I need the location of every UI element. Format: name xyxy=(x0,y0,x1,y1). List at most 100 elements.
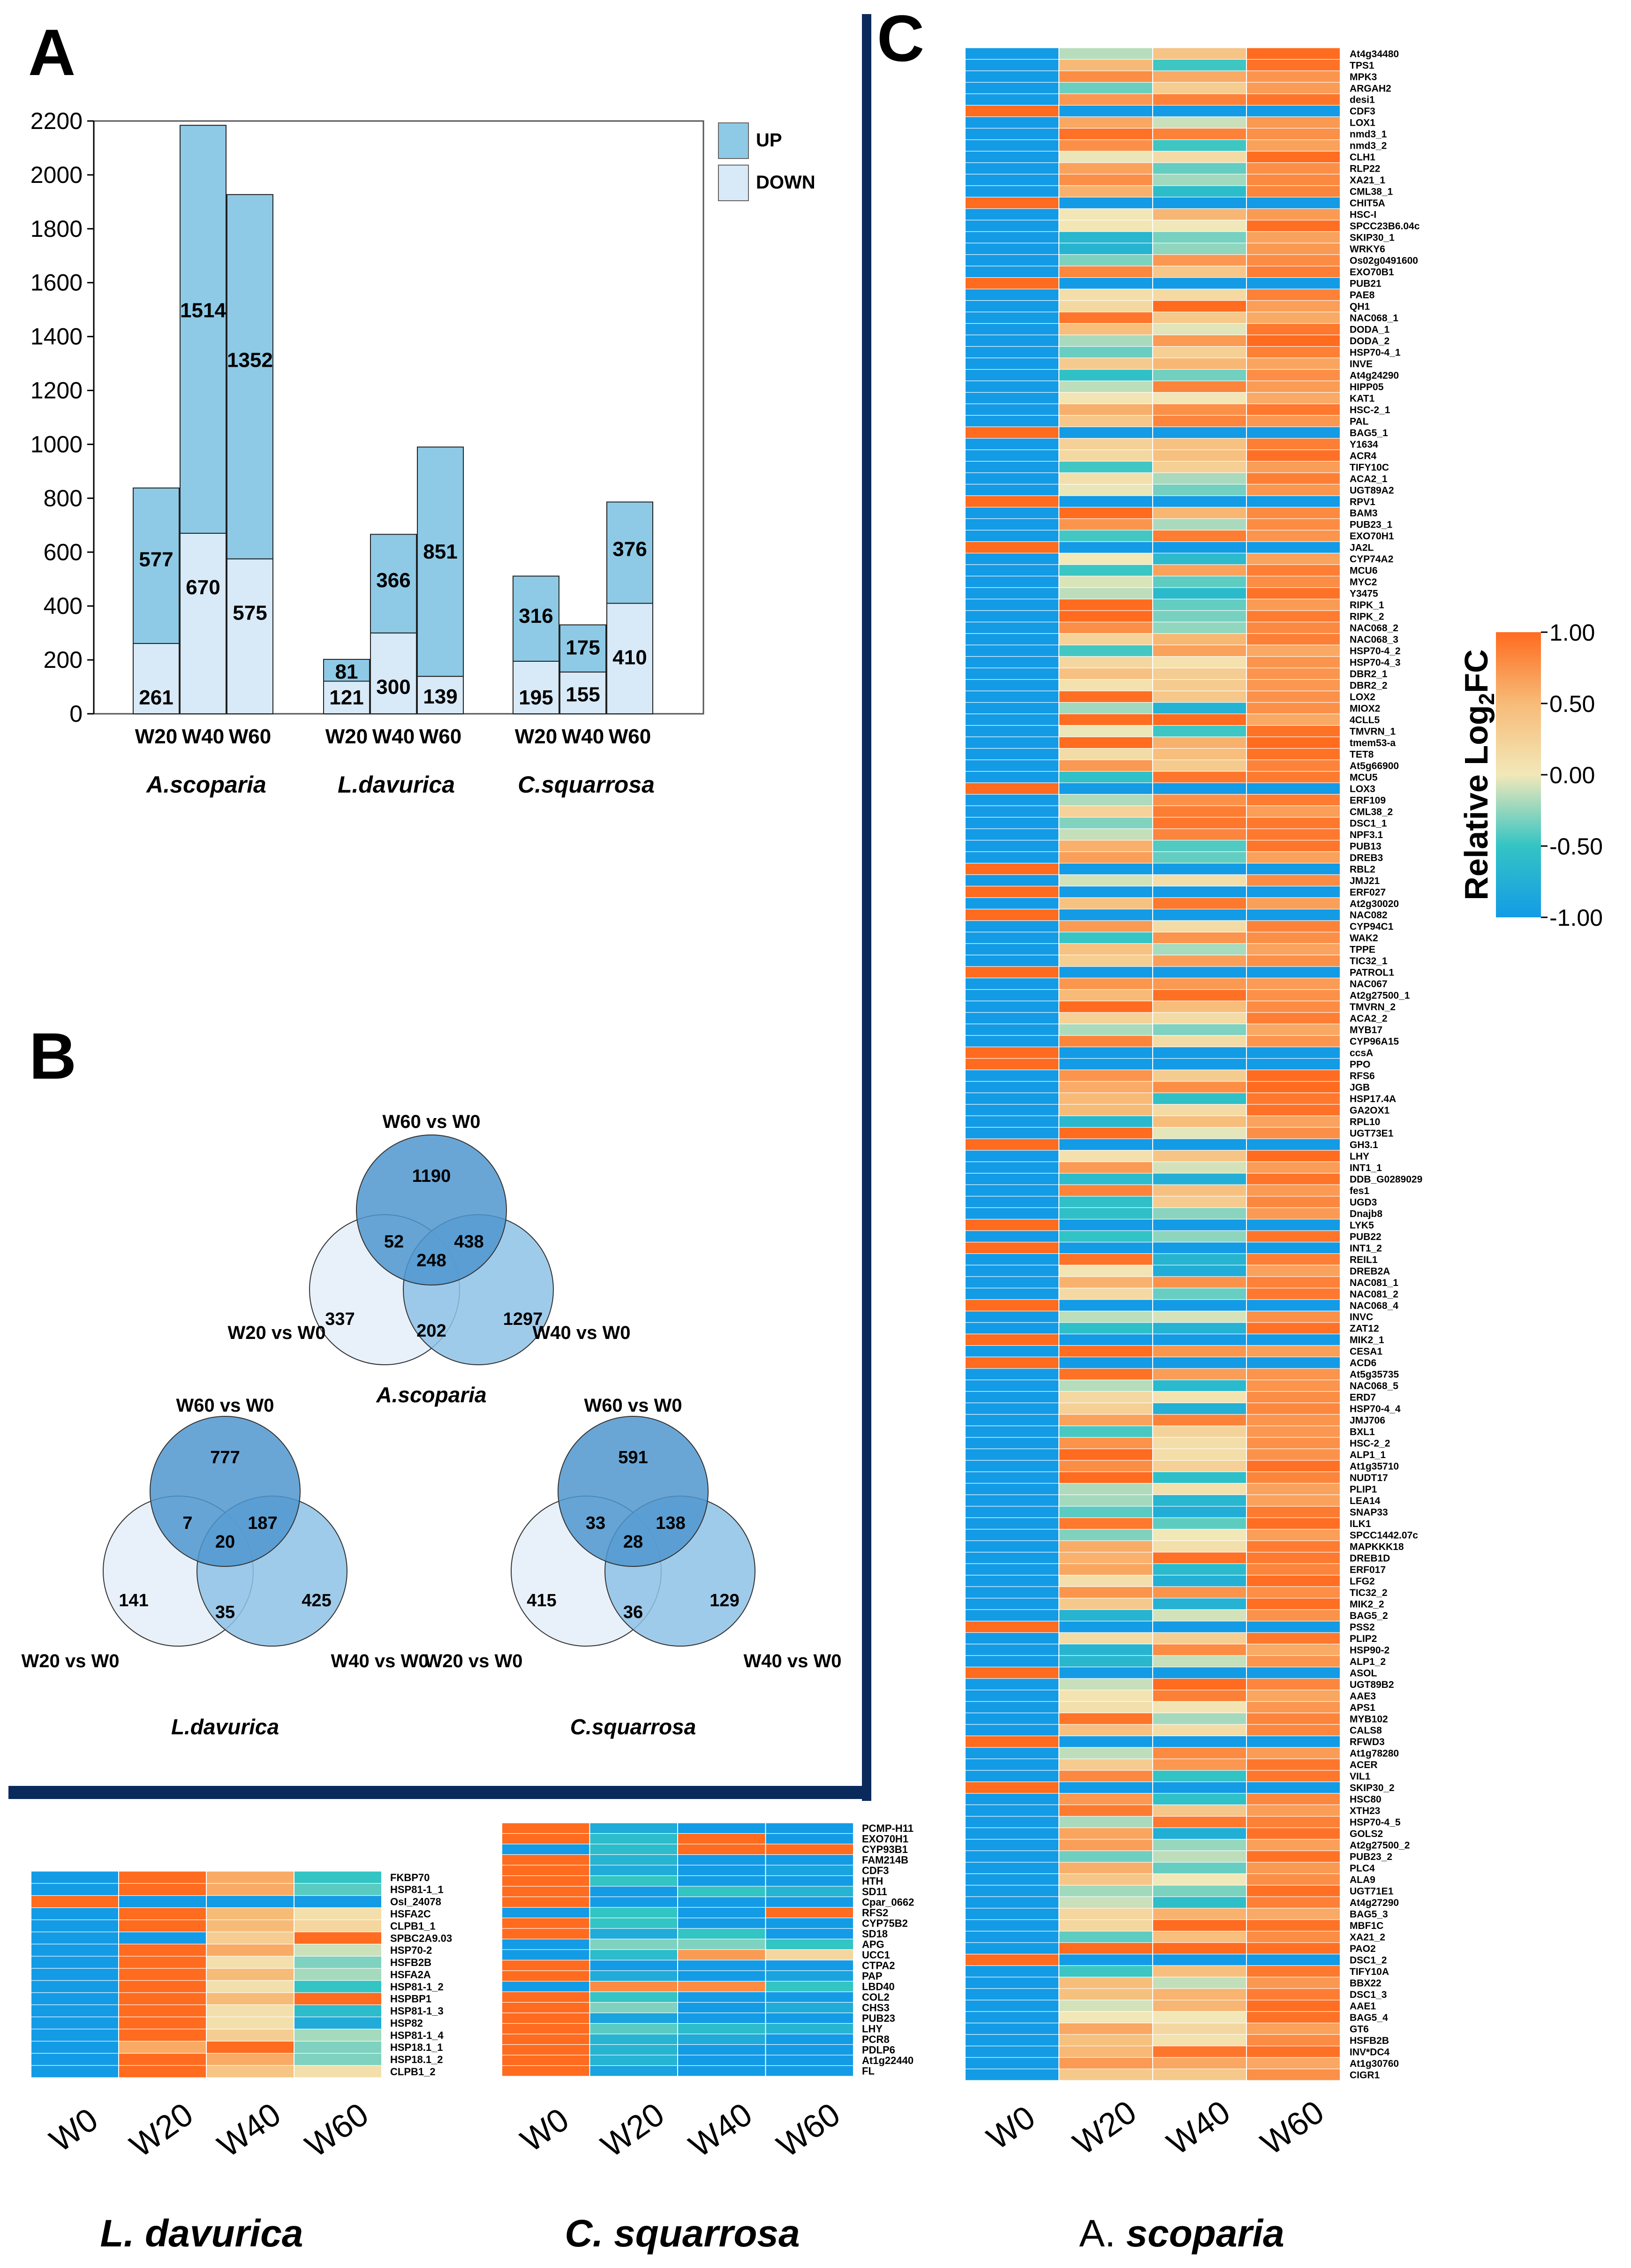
heatmap-row-label: EXO70H1 xyxy=(1350,531,1394,542)
heatmap-row-label: PAL xyxy=(1350,416,1369,427)
heatmap-cell xyxy=(1059,1277,1152,1288)
heatmap-cell xyxy=(1059,1506,1152,1518)
heatmap-row-label: LOX1 xyxy=(1350,118,1375,129)
heatmap-cell xyxy=(1247,1334,1340,1346)
heatmap-cell xyxy=(966,2023,1058,2034)
bar-value-down: 300 xyxy=(376,676,410,699)
heatmap-cell xyxy=(1059,863,1152,875)
heatmap-cell xyxy=(1153,496,1246,507)
heatmap-cell xyxy=(766,1823,853,1833)
venn-count-top-left: 52 xyxy=(384,1232,404,1252)
heatmap-row-label: TIC32_2 xyxy=(1350,1588,1388,1598)
heatmap-cell xyxy=(1247,312,1340,324)
heatmap-cell xyxy=(966,1254,1058,1265)
heatmap-cell xyxy=(1059,461,1152,473)
heatmap-cell xyxy=(1153,1747,1246,1759)
heatmap-cell xyxy=(766,1918,853,1928)
heatmap-cell xyxy=(207,2053,294,2065)
heatmap-cell xyxy=(1153,484,1246,496)
bar-value-up: 1514 xyxy=(180,299,226,322)
heatmap-cell xyxy=(1153,1208,1246,1219)
heatmap-cell xyxy=(1247,978,1340,990)
heatmap-cell xyxy=(966,2069,1058,2080)
heatmap-cell xyxy=(502,2024,589,2034)
heatmap-cell xyxy=(1059,2011,1152,2023)
heatmap-cell xyxy=(1153,1127,1246,1139)
bar-down xyxy=(417,676,464,714)
heatmap-cell xyxy=(1153,1656,1246,1667)
heatmap-column-label: W20 xyxy=(595,2095,671,2164)
panel-label-b: B xyxy=(29,1019,76,1093)
heatmap-cell xyxy=(119,2053,206,2065)
heatmap-row-label: JMJ21 xyxy=(1350,876,1380,886)
heatmap-cell xyxy=(502,2045,589,2055)
heatmap-cell xyxy=(966,645,1058,657)
bar-down xyxy=(606,603,653,715)
heatmap-cell xyxy=(766,1971,853,1981)
heatmap-cell xyxy=(207,1968,294,1981)
heatmap-row-label: PUB23 xyxy=(862,2012,895,2024)
heatmap-cell xyxy=(1153,1575,1246,1587)
heatmap-cell xyxy=(31,1968,118,1981)
heatmap-cell xyxy=(966,151,1058,163)
heatmap-cell xyxy=(1059,1678,1152,1690)
heatmap-row-label: DBR2_1 xyxy=(1350,669,1388,680)
heatmap-cell xyxy=(966,1460,1058,1472)
heatmap-row-label: DREB2A xyxy=(1350,1266,1390,1277)
heatmap-cell xyxy=(1059,1357,1152,1368)
heatmap-cell xyxy=(1153,1070,1246,1081)
heatmap-cell xyxy=(1247,1093,1340,1104)
heatmap-cell xyxy=(966,1483,1058,1495)
heatmap-row-label: RFS6 xyxy=(1350,1071,1375,1081)
heatmap-cell xyxy=(1153,553,1246,565)
heatmap-cell xyxy=(966,266,1058,278)
heatmap-cell xyxy=(1247,1070,1340,1081)
heatmap-cell xyxy=(1153,1357,1246,1368)
heatmap-cell xyxy=(207,1944,294,1956)
heatmap-cell xyxy=(502,1981,589,1992)
heatmap-cell xyxy=(966,840,1058,852)
heatmap-cell xyxy=(1059,622,1152,634)
heatmap-cell xyxy=(1247,197,1340,209)
heatmap-cell xyxy=(502,1855,589,1865)
heatmap-cell xyxy=(1247,1506,1340,1518)
heatmap-row-label: NAC081_1 xyxy=(1350,1278,1398,1288)
heatmap-row-label: XTH23 xyxy=(1350,1806,1380,1816)
venn-count-top-right: 138 xyxy=(656,1513,685,1533)
heatmap-cell xyxy=(1247,174,1340,186)
heatmap-cell xyxy=(966,1414,1058,1426)
heatmap-cell xyxy=(1059,1598,1152,1610)
bar-up xyxy=(227,194,273,559)
heatmap-cell xyxy=(1153,140,1246,151)
heatmap-cell xyxy=(678,1918,765,1928)
heatmap-row-label: At1g22440 xyxy=(862,2055,914,2066)
heatmap-cell xyxy=(1247,1988,1340,2000)
heatmap-cell xyxy=(1153,163,1246,174)
heatmap-cell xyxy=(1247,645,1340,657)
heatmap-row-label: SD11 xyxy=(862,1886,887,1898)
heatmap-cell xyxy=(1153,921,1246,932)
heatmap-row-label: ILK1 xyxy=(1350,1519,1371,1529)
heatmap-cell xyxy=(1247,703,1340,714)
heatmap-cell xyxy=(1247,1851,1340,1862)
heatmap-cell xyxy=(1059,1805,1152,1816)
heatmap-cell xyxy=(1247,1024,1340,1036)
legend-label-down: DOWN xyxy=(756,172,816,193)
heatmap-row-label: DSC1_1 xyxy=(1350,818,1387,829)
heatmap-cell xyxy=(766,1907,853,1918)
heatmap-cell xyxy=(1059,668,1152,680)
heatmap-cell xyxy=(966,2046,1058,2057)
heatmap-cell xyxy=(1247,1897,1340,1908)
heatmap-cell xyxy=(766,1981,853,1992)
heatmap-cell xyxy=(1247,1058,1340,1070)
heatmap-cell xyxy=(1059,1426,1152,1437)
heatmap-cell xyxy=(1059,2023,1152,2034)
heatmap-cell xyxy=(1247,1231,1340,1242)
heatmap-cell xyxy=(1153,1437,1246,1449)
heatmap-row-label: EXO70H1 xyxy=(862,1833,908,1845)
heatmap-cell xyxy=(1153,266,1246,278)
heatmap-cell xyxy=(1153,2023,1246,2034)
venn-circle-top xyxy=(150,1416,301,1567)
heatmap-cell xyxy=(1059,1173,1152,1185)
heatmap-row-label: LFG2 xyxy=(1350,1576,1375,1587)
